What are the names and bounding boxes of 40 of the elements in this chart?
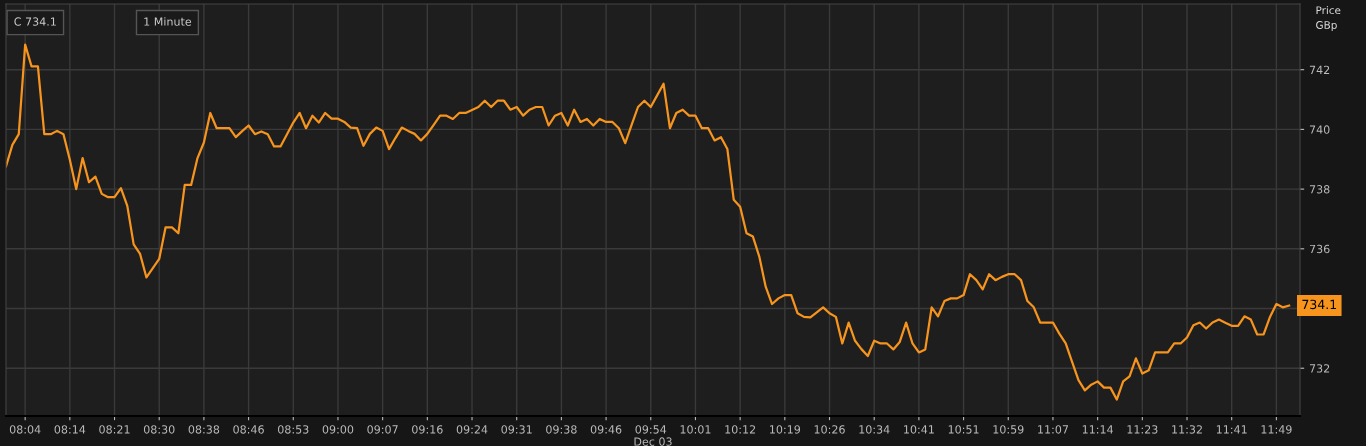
line-series bbox=[6, 43, 1291, 401]
x-tick-label: 09:00 bbox=[322, 425, 354, 434]
y-tick-label: 740 bbox=[1309, 125, 1330, 134]
x-tick-label: 10:19 bbox=[770, 425, 801, 434]
x-tick-label: 10:59 bbox=[993, 425, 1024, 434]
text: 734.1 bbox=[1302, 299, 1337, 310]
x-tick-label: 10:34 bbox=[859, 425, 890, 434]
x-tick-label: 08:14 bbox=[54, 425, 86, 434]
y-axis-title: Price GBp bbox=[1316, 6, 1341, 31]
x-tick-label: 09:16 bbox=[412, 425, 443, 434]
x-tick-label: 10:01 bbox=[680, 425, 711, 434]
x-tick-label: 09:24 bbox=[456, 425, 488, 434]
x-tick-label: 11:23 bbox=[1127, 425, 1158, 434]
y-tick-label: 742 bbox=[1309, 65, 1330, 74]
x-tick-label: 09:07 bbox=[367, 425, 398, 434]
y-tick-label: 738 bbox=[1309, 185, 1330, 194]
x-tick-label: 08:53 bbox=[277, 425, 309, 434]
x-tick-label: 10:51 bbox=[948, 425, 979, 434]
x-axis-title: Dec 03 bbox=[634, 437, 672, 446]
x-tick-label: 11:32 bbox=[1172, 425, 1202, 434]
x-tick-label: 10:26 bbox=[814, 425, 845, 434]
x-tick-label: 11:14 bbox=[1082, 425, 1114, 434]
x-tick-label: 10:41 bbox=[904, 425, 934, 434]
x-tick-label: 11:49 bbox=[1261, 425, 1292, 434]
x-tick-label: 08:21 bbox=[99, 425, 130, 434]
x-tick-label: 08:30 bbox=[143, 425, 175, 434]
x-tick-label: 11:07 bbox=[1038, 425, 1069, 434]
x-tick-label: 08:38 bbox=[188, 425, 220, 434]
x-tick-label: 08:04 bbox=[9, 425, 41, 434]
annotation: 1 Minute bbox=[144, 17, 192, 26]
y-tick-label: 732 bbox=[1309, 364, 1330, 373]
x-tick-label: 10:12 bbox=[725, 425, 756, 434]
x-tick-label: 09:31 bbox=[501, 425, 532, 434]
x-tick-label: 09:54 bbox=[635, 425, 667, 434]
annotation: C 734.1 bbox=[14, 17, 56, 26]
x-tick-label: 08:46 bbox=[233, 425, 264, 434]
x-tick-label: 09:46 bbox=[590, 425, 622, 434]
y-tick-label: 736 bbox=[1309, 244, 1330, 254]
x-tick-label: 11:41 bbox=[1216, 425, 1247, 434]
x-tick-label: 09:38 bbox=[546, 425, 577, 434]
